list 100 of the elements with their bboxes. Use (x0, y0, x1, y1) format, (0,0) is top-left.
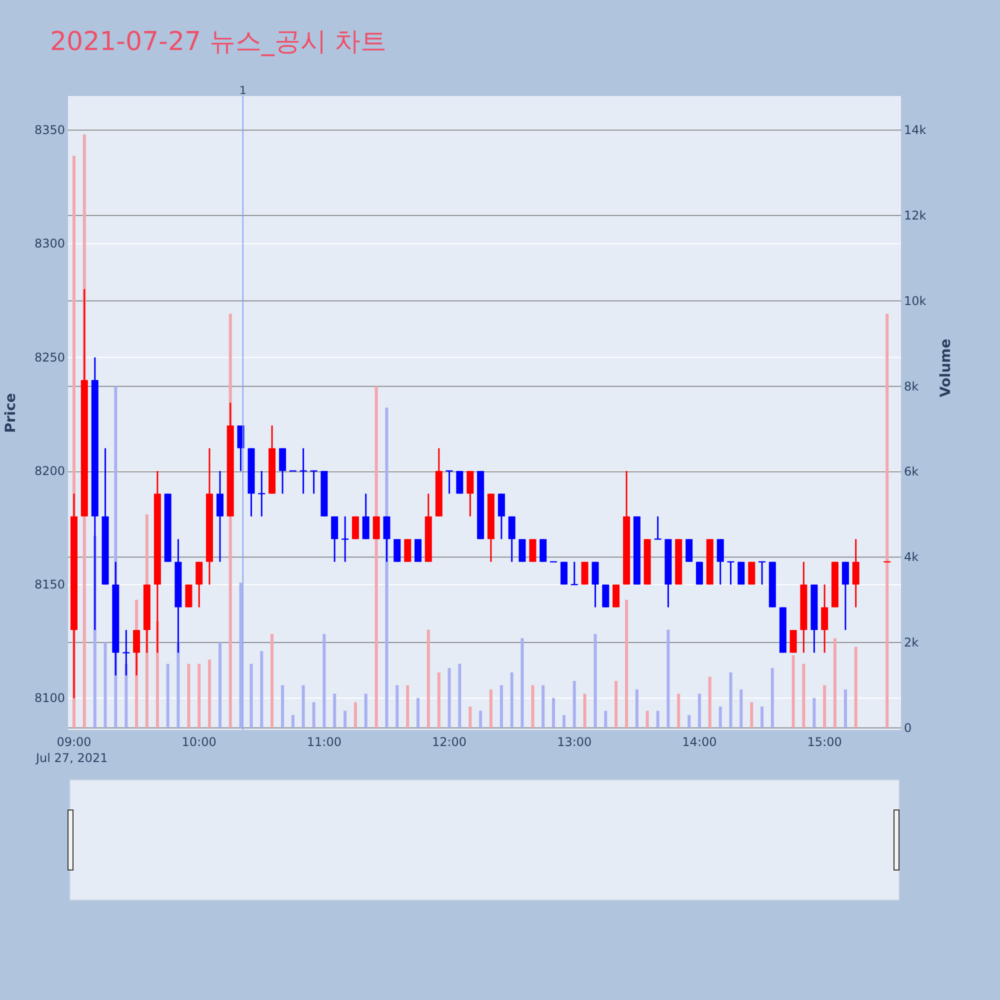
y-tick-label: 8100 (34, 691, 65, 706)
bar (354, 702, 357, 728)
text: Jul 27, 2021 (35, 751, 108, 765)
candlestick (592, 561, 599, 608)
bar (542, 685, 545, 728)
annotation: 1 (239, 84, 246, 97)
candlestick (279, 447, 286, 494)
y-tick-label: 8200 (34, 464, 65, 478)
y2-tick-label: 12k (904, 208, 926, 223)
bar (489, 689, 492, 728)
candlestick (508, 516, 516, 563)
bar (562, 715, 566, 728)
candlestick (612, 584, 620, 608)
bar (760, 706, 764, 728)
candlestick (362, 492, 370, 540)
bar (333, 694, 336, 728)
candlestick (529, 538, 536, 563)
candlestick (185, 584, 192, 608)
bar (604, 710, 608, 728)
bar (594, 634, 597, 728)
bar (646, 710, 649, 728)
bar (792, 655, 795, 728)
candlestick (790, 629, 797, 654)
candlestick (216, 470, 224, 563)
bar (666, 630, 670, 728)
y2-axis-title: Volume (938, 338, 954, 398)
candlestick (466, 470, 474, 518)
bar (698, 694, 701, 728)
bar (239, 582, 242, 728)
bar (270, 634, 274, 728)
bar (344, 710, 347, 728)
bar (770, 668, 774, 728)
bar (364, 694, 368, 728)
y-tick-label: 8250 (34, 350, 65, 364)
y2-tick-label: 2k (904, 635, 919, 650)
candlestick (394, 538, 401, 563)
bar (198, 664, 201, 728)
bar (176, 642, 180, 728)
x-tick-label: 11:00 (306, 735, 342, 749)
bar (218, 642, 222, 728)
y-tick-label: 8350 (34, 123, 65, 138)
bar (458, 664, 462, 728)
bar (448, 668, 451, 728)
bar (374, 386, 378, 728)
bar (531, 685, 534, 728)
bar (520, 638, 524, 728)
candlestick (602, 584, 610, 608)
chart-title: 2021-07-27 뉴스_공시 차트 (50, 27, 387, 57)
x-tick-label: 15:00 (807, 735, 842, 749)
bar (886, 314, 889, 728)
y-tick-label: 8300 (34, 236, 65, 251)
bar (406, 685, 410, 728)
bar (281, 685, 284, 728)
candlestick (258, 470, 266, 518)
bar (572, 680, 576, 728)
bar (208, 660, 211, 728)
bar (635, 689, 638, 728)
candlestick (383, 516, 390, 563)
bar (479, 710, 482, 728)
candlestick (758, 561, 766, 586)
bar (854, 646, 858, 728)
y2-tick-label: 14k (904, 123, 926, 138)
bar (437, 672, 440, 728)
bar (166, 664, 170, 728)
bar (552, 698, 555, 728)
bar (302, 685, 305, 728)
y2-tick-label: 10k (904, 294, 926, 308)
bar (614, 680, 618, 728)
candlestick (518, 538, 526, 563)
bar (416, 698, 420, 728)
y-axis-title: Price (3, 393, 19, 433)
bar (718, 706, 722, 728)
y2-tick-label: 8k (904, 379, 919, 394)
bar (187, 664, 190, 728)
candlestick (852, 538, 860, 608)
x-tick-label: 09:00 (56, 735, 92, 749)
bar (823, 685, 826, 728)
candlestick (414, 538, 422, 563)
candlestick (331, 516, 338, 563)
y2-tick-label: 6k (904, 464, 919, 479)
x-tick-label: 12:00 (432, 735, 467, 749)
bar (312, 702, 316, 728)
bar (833, 638, 836, 728)
bar (396, 685, 399, 728)
candlestick (842, 561, 849, 631)
y2-tick-label: 0 (904, 720, 912, 735)
x-tick-label: 13:00 (557, 735, 592, 749)
bar (104, 642, 107, 728)
candlestick (686, 538, 693, 563)
candlestick (498, 492, 505, 540)
candlestick (540, 538, 547, 563)
bar (656, 710, 660, 728)
bar (322, 634, 326, 728)
x-tick-label: 10:00 (182, 735, 216, 749)
candlestick (727, 561, 734, 586)
bar (729, 672, 732, 728)
bar (812, 698, 816, 728)
bar (291, 715, 294, 728)
y2-tick-label: 4k (904, 550, 919, 564)
bar (500, 685, 503, 728)
